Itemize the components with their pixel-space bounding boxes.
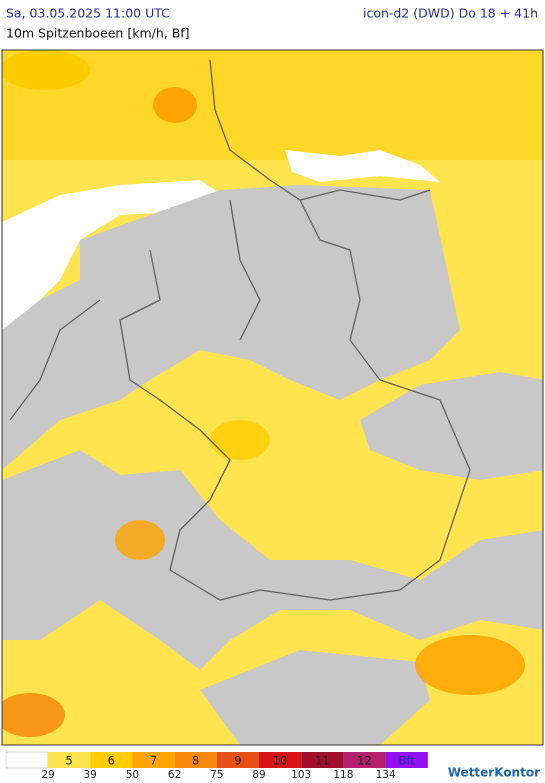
legend-threshold: 29 [41,769,54,781]
gust-area [115,520,165,560]
legend-swatch [385,752,428,768]
legend-swatch [132,752,175,768]
land-calm [200,650,430,745]
legend-class-label: 12 [357,754,372,768]
legend-swatch [259,752,302,768]
gust-area [2,50,90,90]
legend-threshold: 39 [84,769,97,781]
legend-swatch [90,752,133,768]
sea-calm [2,180,230,330]
valid-time: Sa, 03.05.2025 11:00 UTC [6,6,170,21]
sea-calm [285,150,440,182]
parameter: 10m Spitzenboeen [km/h, Bf] [6,26,190,41]
legend-class-label: 9 [234,754,241,768]
legend-swatch [216,752,259,768]
legend-threshold: 118 [333,769,353,781]
gust-area [415,635,525,695]
gust-area [153,87,197,123]
legend-threshold: 89 [252,769,265,781]
legend-class-label: 8 [192,754,199,768]
legend-class-label: 5 [65,754,72,768]
land-calm [2,450,543,670]
gust-area [2,693,65,737]
legend-threshold: 103 [291,769,311,781]
map-frame [1,49,544,746]
legend-threshold: 62 [168,769,181,781]
gust-area [210,420,270,460]
legend-swatch [343,752,386,768]
legend-swatch [5,751,49,769]
north-band [2,50,543,160]
legend-class-label: 11 [315,754,330,768]
legend-class-label: Bft [399,754,416,768]
legend-threshold: 75 [210,769,223,781]
legend-swatch [174,752,217,768]
legend-class-label: 10 [273,754,288,768]
legend-threshold: 50 [126,769,139,781]
border [9,59,471,601]
logo: WetterKontor [448,766,540,780]
legend-swatch [48,752,91,768]
legend-class-label: 6 [108,754,115,768]
map [1,49,544,746]
legend-swatch [301,752,344,768]
legend-class-label: 7 [150,754,157,768]
model-run: icon-d2 (DWD) Do 18 + 41h [363,6,538,21]
legend-threshold: 134 [376,769,396,781]
land-calm [2,185,460,470]
